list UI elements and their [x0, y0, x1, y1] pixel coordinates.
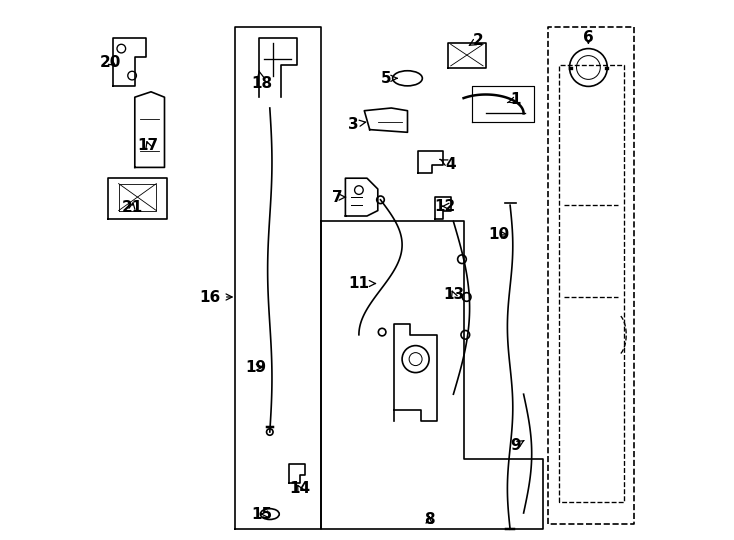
- Circle shape: [378, 328, 386, 336]
- Text: 19: 19: [246, 360, 267, 375]
- Circle shape: [461, 330, 470, 339]
- Text: 4: 4: [440, 157, 456, 172]
- Text: 13: 13: [443, 287, 464, 302]
- Text: 14: 14: [289, 481, 310, 496]
- Text: 8: 8: [424, 512, 435, 527]
- Text: 1: 1: [507, 92, 520, 107]
- Text: 2: 2: [469, 33, 483, 48]
- Text: 11: 11: [349, 276, 376, 291]
- Text: 18: 18: [251, 71, 272, 91]
- Circle shape: [457, 255, 466, 264]
- Text: 3: 3: [348, 117, 366, 132]
- Text: 10: 10: [489, 227, 510, 242]
- Text: 15: 15: [251, 507, 272, 522]
- Text: 5: 5: [381, 71, 397, 86]
- Text: 9: 9: [510, 438, 524, 453]
- Text: 17: 17: [138, 138, 159, 153]
- Circle shape: [377, 196, 385, 204]
- Text: 21: 21: [121, 200, 142, 215]
- Text: 16: 16: [200, 289, 232, 305]
- Text: 20: 20: [100, 55, 121, 70]
- Text: 6: 6: [583, 30, 594, 45]
- Circle shape: [462, 293, 471, 301]
- Text: 7: 7: [332, 190, 346, 205]
- Text: 12: 12: [435, 199, 456, 214]
